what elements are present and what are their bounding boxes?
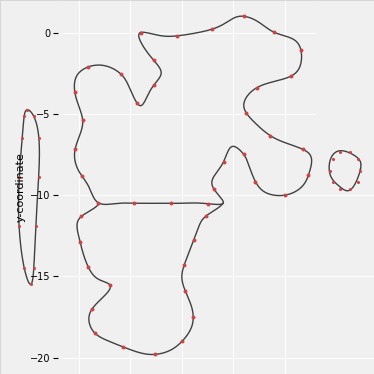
Point — [151, 57, 157, 63]
Point — [168, 200, 174, 206]
Point — [271, 29, 277, 35]
Point — [120, 344, 126, 350]
Point — [327, 168, 332, 174]
Y-axis label: y-coordinate: y-coordinate — [16, 152, 26, 222]
Point — [329, 179, 335, 185]
Point — [190, 313, 196, 319]
Point — [211, 186, 217, 192]
Point — [118, 71, 124, 77]
Point — [36, 135, 42, 141]
Point — [174, 33, 180, 39]
Point — [92, 330, 98, 336]
Point — [241, 13, 247, 19]
Point — [337, 149, 343, 155]
Point — [355, 156, 361, 162]
Point — [203, 213, 209, 219]
Point — [95, 200, 101, 206]
Point — [209, 26, 215, 32]
Point — [181, 263, 187, 269]
Point — [329, 156, 335, 162]
Point — [19, 135, 25, 141]
Point — [183, 288, 188, 294]
Point — [31, 113, 37, 119]
Point — [79, 173, 85, 179]
Point — [282, 192, 288, 198]
Point — [89, 306, 95, 312]
Point — [134, 100, 140, 106]
Point — [21, 264, 27, 270]
Point — [252, 179, 258, 185]
Point — [240, 151, 246, 157]
Point — [16, 174, 22, 180]
Point — [72, 145, 78, 151]
Point — [267, 133, 273, 139]
Point — [306, 172, 312, 178]
Point — [21, 113, 27, 119]
Point — [31, 264, 37, 270]
Point — [77, 239, 83, 245]
Point — [347, 149, 353, 155]
Point — [80, 117, 86, 123]
Point — [347, 186, 353, 192]
Point — [152, 352, 158, 358]
Point — [190, 237, 196, 243]
Point — [33, 223, 39, 229]
Point — [337, 186, 343, 192]
Point — [254, 85, 260, 91]
Point — [131, 200, 137, 206]
Point — [16, 223, 22, 229]
Point — [151, 82, 157, 88]
Point — [85, 64, 91, 70]
Point — [298, 47, 304, 53]
Point — [24, 107, 30, 113]
Point — [221, 159, 227, 165]
Point — [205, 201, 211, 207]
Point — [300, 146, 306, 152]
Point — [85, 264, 91, 270]
Point — [28, 281, 34, 287]
Point — [72, 89, 78, 95]
Point — [355, 179, 361, 185]
Point — [36, 174, 42, 180]
Point — [358, 168, 364, 174]
Point — [107, 282, 113, 288]
Point — [180, 338, 186, 344]
Point — [243, 110, 249, 116]
Point — [288, 73, 294, 79]
Point — [79, 213, 85, 219]
Point — [138, 30, 144, 36]
